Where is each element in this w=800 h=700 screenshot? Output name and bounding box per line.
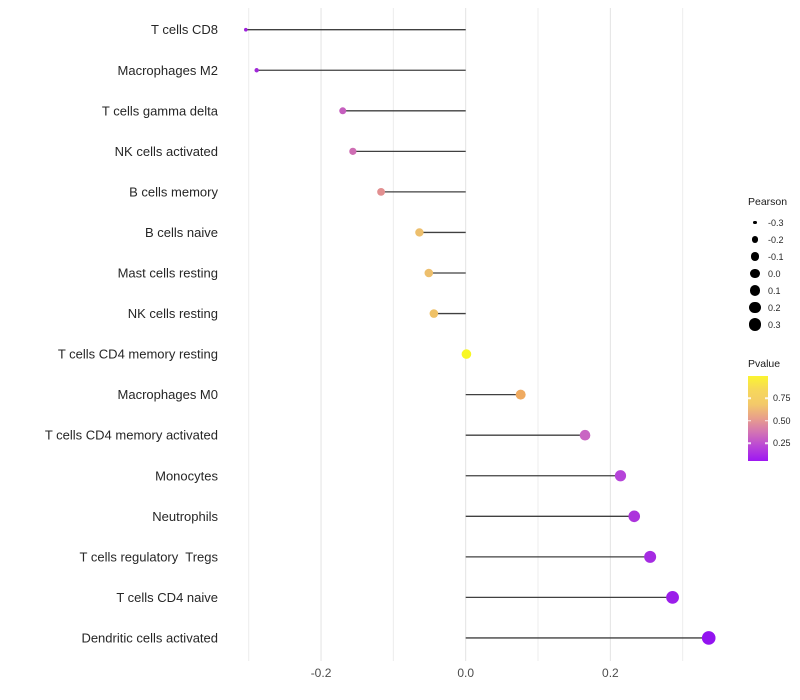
pearson-legend-label: -0.2	[768, 234, 784, 245]
pearson-legend-label: 0.1	[768, 285, 781, 296]
pvalue-legend-label: 0.75	[773, 393, 791, 404]
lollipop-dot	[429, 309, 439, 318]
lollipop-dot	[377, 188, 385, 196]
lollipop-dot	[628, 510, 641, 523]
pvalue-colorbar-tick	[765, 419, 768, 422]
pearson-legend-item: -0.1	[742, 248, 800, 265]
lollipop-dot	[644, 550, 657, 563]
pvalue-legend-title: Pvalue	[748, 358, 781, 370]
pearson-legend-item: 0.2	[742, 299, 800, 316]
pearson-legend-key	[742, 220, 768, 225]
pearson-legend-dot-icon	[750, 268, 760, 279]
lollipop-dot	[515, 389, 526, 400]
category-label: NK cells resting	[128, 306, 218, 321]
category-label: T cells regulatory Tregs	[80, 549, 219, 564]
category-label: Monocytes	[155, 468, 218, 483]
category-label: T cells CD4 memory activated	[45, 428, 218, 443]
lollipop-dot	[339, 107, 347, 115]
category-label: Neutrophils	[152, 509, 218, 524]
pearson-legend-item: -0.2	[742, 231, 800, 248]
category-label: T cells CD4 naive	[116, 590, 218, 605]
pearson-legend-dot-icon	[749, 285, 761, 296]
lollipop-dot	[666, 591, 679, 604]
pearson-legend-dot-icon	[753, 220, 757, 225]
lollipop-dot	[424, 268, 434, 278]
pearson-legend-key	[742, 236, 768, 243]
x-tick-label: 0.2	[602, 666, 619, 680]
pearson-legend-item: 0.1	[742, 282, 800, 299]
pearson-legend-label: -0.1	[768, 251, 784, 262]
x-tick-label: -0.2	[311, 666, 332, 680]
pvalue-color-legend: Pvalue 0.75 0.50 0.25	[742, 358, 800, 466]
pearson-legend-label: 0.2	[768, 302, 781, 313]
pearson-legend-key	[742, 285, 768, 296]
category-label: Macrophages M2	[118, 63, 218, 78]
pvalue-legend-label: 0.50	[773, 415, 791, 426]
pearson-legend-label: 0.0	[768, 268, 781, 279]
pvalue-colorbar-tick	[748, 397, 751, 400]
pearson-legend-items: -0.3 -0.2 -0.1 0.0 0.1 0.2 0.3	[742, 214, 800, 333]
pearson-legend-dot-icon	[748, 318, 762, 331]
pvalue-colorbar-tick	[748, 442, 751, 444]
pvalue-colorbar-tick	[765, 442, 768, 444]
lollipop-dot	[415, 228, 424, 237]
pearson-legend-item: 0.0	[742, 265, 800, 282]
pvalue-colorbar-tick	[748, 419, 751, 422]
pearson-legend-item: 0.3	[742, 316, 800, 333]
pvalue-colorbar-gradient	[748, 376, 768, 461]
pearson-size-legend: Pearson -0.3 -0.2 -0.1 0.0 0.1 0.2 0.3	[742, 196, 800, 333]
lollipop-dot	[614, 470, 627, 482]
category-label: Macrophages M0	[118, 387, 218, 402]
category-label: Dendritic cells activated	[81, 630, 218, 645]
pearson-legend-dot-icon	[751, 236, 759, 243]
pearson-legend-key	[742, 252, 768, 261]
lollipop-dot	[461, 349, 472, 359]
lollipop-dot	[349, 147, 357, 155]
pearson-legend-key	[742, 301, 768, 314]
lollipop-dot	[254, 68, 259, 73]
pearson-legend-dot-icon	[749, 301, 761, 314]
pearson-legend-key	[742, 318, 768, 331]
lollipop-dot	[579, 429, 591, 441]
pearson-legend-dot-icon	[750, 252, 760, 261]
pearson-legend-title: Pearson	[748, 196, 788, 208]
pearson-legend-key	[742, 268, 768, 279]
category-label: T cells gamma delta	[102, 103, 219, 118]
category-label: B cells naive	[145, 225, 218, 240]
category-label: NK cells activated	[115, 144, 218, 159]
pvalue-colorbar-tick	[765, 397, 768, 400]
category-label: Mast cells resting	[118, 266, 218, 281]
pearson-legend-label: -0.3	[768, 217, 784, 228]
category-label: T cells CD8	[151, 22, 218, 37]
pvalue-colorbar-wrap: 0.75 0.50 0.25	[748, 376, 800, 466]
x-tick-label: 0.0	[457, 666, 474, 680]
lollipop-dot	[701, 631, 716, 645]
lollipop-dot	[244, 27, 248, 32]
category-label: B cells memory	[129, 184, 218, 199]
pearson-legend-label: 0.3	[768, 319, 781, 330]
pvalue-legend-label: 0.25	[773, 438, 791, 449]
pearson-legend-item: -0.3	[742, 214, 800, 231]
category-label: T cells CD4 memory resting	[58, 347, 218, 362]
